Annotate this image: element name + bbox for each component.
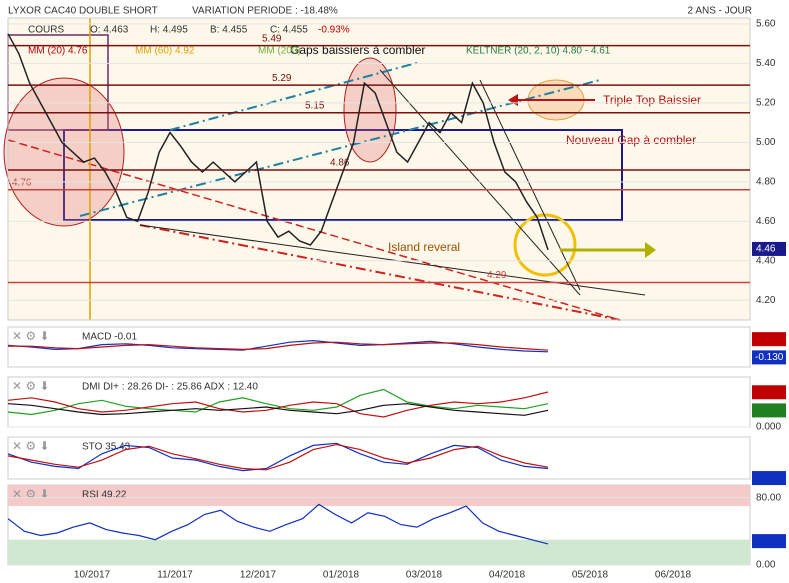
level-label: 5.29: [272, 73, 292, 84]
trendline: [139, 224, 646, 296]
last-label: 4.46: [756, 244, 776, 255]
level-label: 4.76: [12, 177, 32, 188]
trendline: [169, 61, 421, 131]
ohlc: C: 4.455: [270, 25, 308, 36]
x-tick-label: 05/2018: [572, 570, 609, 581]
series-line: [7, 442, 549, 472]
y-tick-label: 0.00: [756, 560, 776, 571]
x-tick-label: 01/2018: [323, 570, 360, 581]
series-line: [7, 391, 549, 418]
y-tick-label: 0.000: [756, 422, 781, 433]
series-line: [7, 443, 549, 471]
value-tag-label: -0.130: [755, 352, 784, 363]
panel-title: STO 35.43: [82, 442, 131, 453]
zone: [8, 18, 750, 320]
level-label: 5.15: [305, 100, 325, 111]
value-tag: [752, 471, 786, 486]
panel-title: RSI 49.22: [82, 490, 127, 501]
change: -0.93%: [318, 25, 350, 36]
value-tag: [752, 385, 786, 400]
last-tag: [752, 241, 786, 256]
value-tag: [752, 534, 786, 549]
annotation: Gaps baissiers à combler: [290, 43, 425, 57]
y-tick-label: 5.60: [756, 19, 776, 30]
y-tick-label: 5.20: [756, 98, 776, 109]
indicator-label: KELTNER (20, 2, 10) 4.80 - 4.61: [466, 46, 611, 57]
y-tick-label: 4.20: [756, 295, 776, 306]
value-tag: [752, 332, 786, 347]
band: [8, 539, 750, 565]
series-line: [7, 33, 549, 251]
icons: ✕ ⚙ ⬇: [12, 379, 50, 393]
level-label: 4.86: [330, 158, 350, 169]
y-tick-label: 5.40: [756, 58, 776, 69]
annotation: Nouveau Gap à combler: [566, 133, 696, 147]
ohlc: H: 4.495: [150, 25, 188, 36]
y-tick-label: 4.40: [756, 255, 776, 266]
circle: [513, 213, 577, 277]
x-tick-label: 03/2018: [406, 570, 443, 581]
x-tick-label: 04/2018: [489, 570, 526, 581]
series-line: [7, 388, 549, 416]
subtitle: VARIATION PERIODE : -18.48%: [192, 6, 338, 17]
indicator-label: MM (20) 4.76: [28, 46, 88, 57]
y-tick-label: 4.80: [756, 176, 776, 187]
y-tick-label: 80.00: [756, 492, 781, 503]
ellipse: [343, 57, 397, 163]
annotation: Triple Top Baissier: [603, 93, 701, 107]
icons: ✕ ⚙ ⬇: [12, 329, 50, 343]
icons: ✕ ⚙ ⬇: [12, 487, 50, 501]
arrow-head: [645, 242, 656, 258]
period: 2 ANS - JOUR: [688, 6, 752, 17]
trendline: [379, 69, 581, 296]
panel-title: MACD -0.01: [82, 332, 137, 343]
panel: [7, 376, 751, 428]
trendline: [7, 139, 621, 321]
series-line: [7, 339, 549, 353]
ohlc: B: 4.455: [210, 25, 248, 36]
indicator-label: MM (60) 4.92: [135, 46, 195, 57]
annotation: Island reveral: [388, 240, 460, 254]
value-tag: [752, 350, 786, 365]
y-tick-label: 4.60: [756, 216, 776, 227]
panel: [7, 326, 751, 368]
trendline: [139, 224, 621, 321]
y-tick-label: 5.00: [756, 137, 776, 148]
legend-series: COURS: [28, 25, 64, 36]
level-label: 4.29: [487, 270, 507, 281]
box: [63, 129, 623, 221]
series-line: [7, 403, 549, 416]
value-tag: [752, 403, 786, 418]
x-tick-label: 12/2017: [240, 570, 277, 581]
panel: [7, 436, 751, 480]
ellipse: [3, 77, 125, 227]
series-line: [8, 341, 549, 351]
band: [8, 485, 750, 507]
chart-title: LYXOR CAC40 DOUBLE SHORT: [8, 6, 158, 17]
x-tick-label: 06/2018: [655, 570, 692, 581]
ohlc: O: 4.463: [90, 25, 129, 36]
x-tick-label: 11/2017: [157, 570, 193, 581]
level-label: 5.49: [262, 33, 282, 44]
indicator-label: MM (200): [258, 46, 301, 57]
x-tick-label: 10/2017: [74, 570, 111, 581]
panel: [7, 17, 751, 321]
trendline: [479, 79, 581, 291]
series-line: [7, 503, 549, 545]
panel-title: DMI DI+ : 28.26 DI- : 25.86 ADX : 12.40: [82, 382, 258, 393]
icons: ✕ ⚙ ⬇: [12, 439, 50, 453]
